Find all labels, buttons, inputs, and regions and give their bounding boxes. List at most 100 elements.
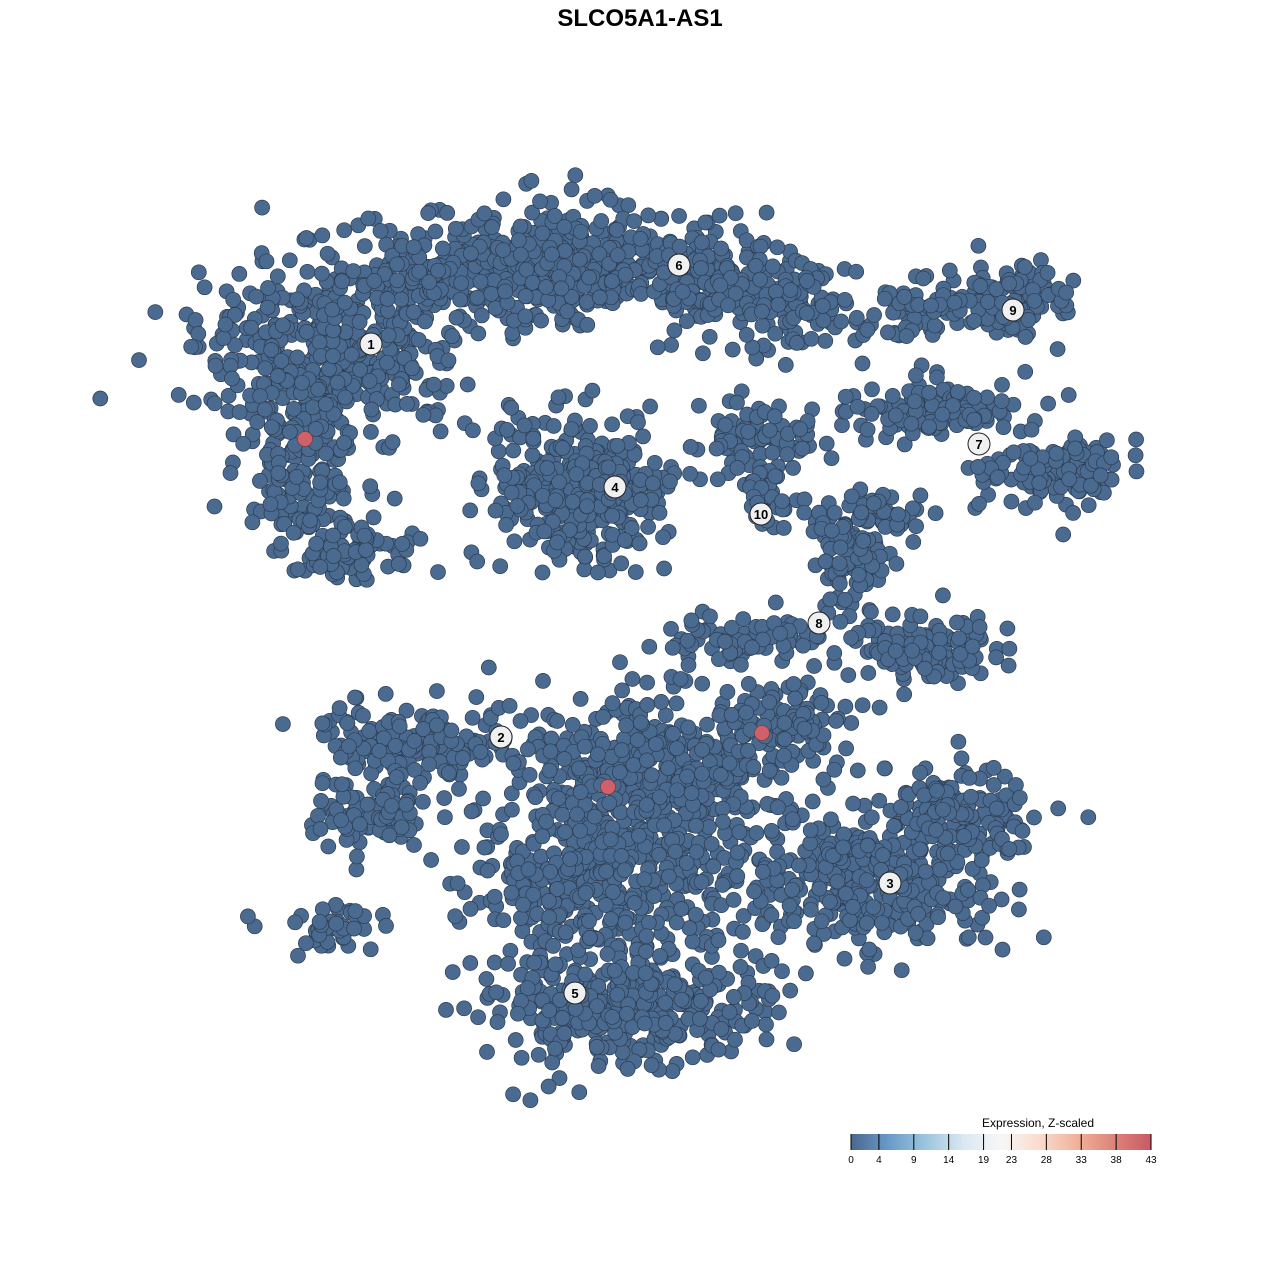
cell-point [806,935,822,952]
cell-point [632,714,649,731]
cell-point [569,806,585,823]
cell-point [1011,789,1028,806]
cell-point [844,899,861,915]
cell-point [243,319,259,336]
cell-point [988,800,1005,817]
cell-point [487,502,504,519]
cell-point [270,465,287,481]
cell-point [949,614,965,631]
cell-point [285,400,302,417]
cell-point [599,946,616,962]
cell-point [815,771,832,788]
cell-point [680,657,697,673]
cell-point [304,399,321,416]
cell-point [669,740,685,757]
cell-point [859,837,876,854]
cell-point [473,307,490,324]
cell-point [289,291,306,308]
cell-point [740,742,756,759]
cell-point [699,716,715,733]
cell-point [694,741,710,758]
cell-point [510,1005,526,1022]
cell-point [582,418,598,434]
cell-point [541,762,558,779]
cell-point [536,523,553,540]
cell-point [806,658,822,674]
cell-point [363,424,379,440]
cell-point [763,907,780,923]
cell-point [831,555,848,572]
cell-point [190,325,207,342]
cell-point [517,288,534,305]
cell-point [712,277,729,294]
cell-point [472,744,489,760]
cell-point [499,422,515,438]
cell-point [564,717,581,733]
cell-point [989,469,1006,486]
cell-point [691,1011,708,1027]
cell-point [624,671,641,687]
cell-point [513,910,529,926]
cell-point [638,943,654,960]
cell-point [617,266,634,283]
cell-point [282,424,298,440]
cell-point [383,797,400,814]
cell-point [604,507,621,524]
cell-point [972,278,989,294]
cell-point [544,1054,561,1071]
cell-point [196,279,213,296]
cell-point [476,839,493,856]
cell-point [386,490,403,507]
cell-point [207,357,224,374]
cell-point [788,335,805,351]
legend-tick-label: 9 [911,1155,917,1166]
cell-point [507,1032,524,1048]
cell-point [405,239,422,255]
cell-point [479,1044,495,1060]
cell-point [710,932,727,949]
cell-point [412,775,428,791]
cell-point [829,873,846,890]
cell-point [705,858,722,875]
cell-point [1017,329,1034,345]
cell-point [732,959,749,975]
cell-point [769,239,786,256]
cell-point [693,260,709,276]
cell-point [915,270,932,287]
cell-point [187,312,204,328]
cell-point [287,914,303,931]
cell-point [657,707,674,724]
cell-point [682,439,699,455]
cell-point [421,756,437,773]
cell-point [629,732,646,748]
cell-point [848,310,865,326]
cell-point [577,966,594,983]
cell-point [648,736,664,752]
svg-text:10: 10 [754,507,768,522]
cell-point [950,733,967,750]
cell-point [377,686,394,702]
cell-point [663,621,679,637]
cell-point [486,888,503,905]
cell-point [539,460,556,476]
cell-point [791,857,807,874]
cell-point [635,428,651,445]
cell-point [843,715,860,731]
cell-point [469,289,486,306]
cell-point [886,818,902,834]
cell-point [740,676,757,692]
cell-point [631,535,648,552]
cell-point [616,862,633,879]
cell-point [679,768,695,785]
cell-point [503,884,520,901]
cell-point [673,991,690,1008]
cell-point [604,273,620,290]
cell-point [602,191,619,208]
cell-point [674,283,691,300]
cell-point [826,504,843,521]
cell-point [483,286,500,302]
cell-point [312,559,329,575]
cell-point [803,330,820,347]
cell-point [586,808,603,825]
cell-point [568,466,585,483]
